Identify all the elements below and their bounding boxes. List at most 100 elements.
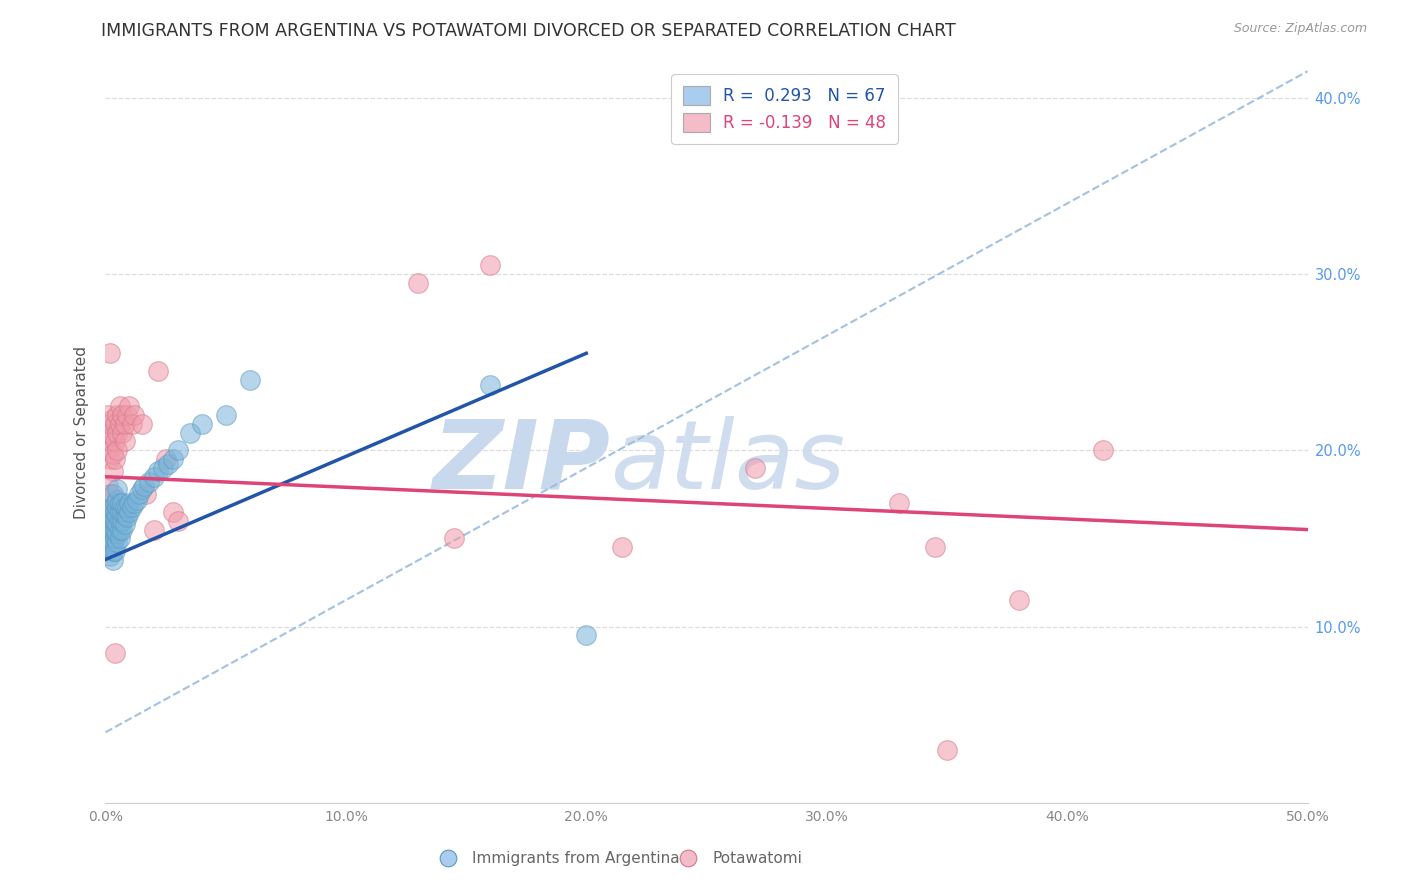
Point bbox=[575, 628, 598, 642]
Point bbox=[101, 514, 124, 528]
Point bbox=[132, 478, 155, 492]
Text: atlas: atlas bbox=[610, 416, 845, 508]
Point bbox=[111, 425, 134, 440]
Point bbox=[101, 464, 124, 478]
Point bbox=[107, 535, 129, 549]
Point bbox=[190, 417, 212, 431]
Point bbox=[98, 540, 121, 554]
Point bbox=[107, 508, 129, 523]
Point bbox=[443, 532, 465, 546]
Point bbox=[166, 443, 188, 458]
Point bbox=[98, 505, 121, 519]
Point bbox=[111, 523, 134, 537]
Point bbox=[101, 552, 124, 566]
Point bbox=[124, 408, 146, 422]
Point bbox=[101, 500, 124, 514]
Text: Source: ZipAtlas.com: Source: ZipAtlas.com bbox=[1233, 22, 1367, 36]
Point bbox=[131, 417, 153, 431]
Point bbox=[138, 475, 160, 489]
Point bbox=[101, 447, 124, 461]
Point bbox=[98, 452, 121, 467]
Point bbox=[98, 532, 121, 546]
Point bbox=[98, 434, 121, 449]
Point bbox=[101, 487, 124, 501]
Point bbox=[239, 373, 262, 387]
Point bbox=[155, 452, 177, 467]
Point bbox=[936, 743, 959, 757]
Point bbox=[104, 505, 127, 519]
Point bbox=[107, 517, 129, 532]
Point bbox=[121, 500, 143, 514]
Point bbox=[108, 496, 131, 510]
Point bbox=[97, 535, 120, 549]
Point bbox=[156, 458, 179, 472]
Point bbox=[104, 452, 127, 467]
Point bbox=[118, 496, 141, 510]
Point bbox=[97, 478, 120, 492]
Point bbox=[97, 425, 120, 440]
Point bbox=[111, 496, 134, 510]
Point bbox=[744, 461, 766, 475]
Point bbox=[108, 399, 131, 413]
Point bbox=[114, 417, 136, 431]
Point bbox=[148, 364, 170, 378]
Point bbox=[121, 417, 143, 431]
Point bbox=[101, 429, 124, 443]
Point bbox=[108, 514, 131, 528]
Point bbox=[101, 535, 124, 549]
Point bbox=[924, 540, 946, 554]
Point bbox=[111, 408, 134, 422]
Point bbox=[115, 408, 138, 422]
Point bbox=[162, 505, 184, 519]
Point bbox=[104, 646, 127, 660]
Point bbox=[98, 549, 121, 563]
Y-axis label: Divorced or Separated: Divorced or Separated bbox=[75, 346, 90, 519]
Point bbox=[1092, 443, 1115, 458]
Point bbox=[97, 523, 120, 537]
Text: Potawatomi: Potawatomi bbox=[713, 851, 803, 866]
Point bbox=[406, 276, 429, 290]
Point bbox=[101, 411, 124, 425]
Point bbox=[108, 532, 131, 546]
Point bbox=[166, 514, 188, 528]
Point bbox=[115, 510, 138, 524]
Point bbox=[107, 526, 129, 541]
Point bbox=[131, 482, 153, 496]
Point bbox=[107, 492, 129, 507]
Point bbox=[104, 523, 127, 537]
Point bbox=[98, 514, 121, 528]
Point bbox=[152, 461, 174, 475]
Point bbox=[98, 523, 121, 537]
Point bbox=[179, 425, 201, 440]
Point bbox=[114, 517, 136, 532]
Point bbox=[98, 535, 121, 549]
Point bbox=[98, 346, 121, 360]
Point bbox=[98, 487, 121, 501]
Point bbox=[142, 469, 165, 483]
Point bbox=[124, 496, 146, 510]
Point bbox=[162, 452, 184, 467]
Legend: R =  0.293   N = 67, R = -0.139   N = 48: R = 0.293 N = 67, R = -0.139 N = 48 bbox=[672, 74, 898, 144]
Point bbox=[104, 532, 127, 546]
Point bbox=[98, 417, 121, 431]
Point bbox=[118, 505, 141, 519]
Point bbox=[104, 434, 127, 449]
Point bbox=[115, 501, 138, 516]
Point bbox=[97, 408, 120, 422]
Point bbox=[104, 496, 127, 510]
Point bbox=[1008, 593, 1031, 607]
Point bbox=[101, 523, 124, 537]
Point bbox=[214, 408, 236, 422]
Point bbox=[125, 492, 148, 507]
Point bbox=[98, 523, 121, 537]
Point bbox=[101, 543, 124, 558]
Point bbox=[104, 417, 127, 431]
Point bbox=[479, 378, 502, 392]
Point bbox=[114, 500, 136, 514]
Point bbox=[114, 508, 136, 523]
Point bbox=[142, 523, 165, 537]
Point bbox=[128, 487, 150, 501]
Point bbox=[107, 425, 129, 440]
Point bbox=[104, 543, 127, 558]
Text: Immigrants from Argentina: Immigrants from Argentina bbox=[472, 851, 679, 866]
